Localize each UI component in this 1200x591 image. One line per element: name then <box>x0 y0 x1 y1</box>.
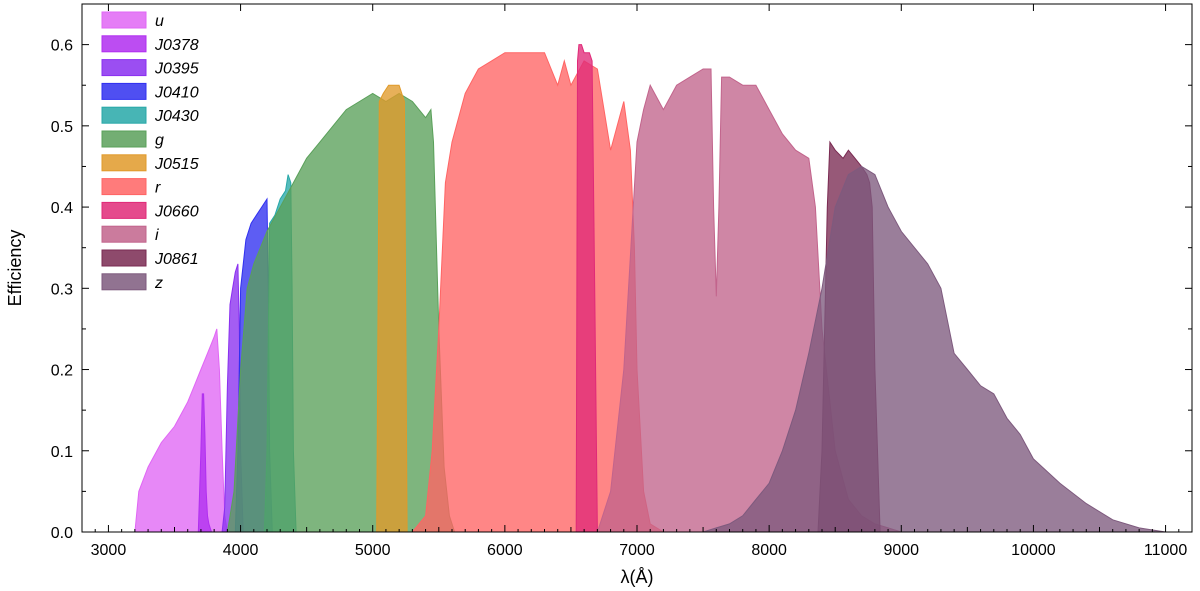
x-axis: 3000 4000 5000 6000 7000 8000 9000 10000 11000 <box>91 4 1187 559</box>
legend-label: i <box>155 227 159 244</box>
legend-swatch <box>101 273 147 291</box>
legend-swatch <box>101 106 147 124</box>
legend-item-j0430: J0430 <box>101 106 199 125</box>
legend-item-u: u <box>101 11 164 30</box>
legend-item-j0378: J0378 <box>101 35 199 54</box>
legend-item-r: r <box>101 178 161 197</box>
area-g <box>226 92 456 533</box>
y-tick-label: 0.5 <box>51 119 73 136</box>
legend-swatch <box>101 82 147 100</box>
legend-swatch <box>101 178 147 196</box>
legend-item-j0660: J0660 <box>101 201 199 220</box>
x-tick-label: 4000 <box>223 542 259 559</box>
legend-item-g: g <box>101 130 164 149</box>
legend-swatch <box>101 201 147 219</box>
x-tick-label: 8000 <box>751 542 787 559</box>
area-z <box>702 165 1166 533</box>
legend-swatch <box>101 35 147 53</box>
legend-label: u <box>155 13 164 30</box>
legend-label: J0515 <box>154 156 199 173</box>
filter-curves <box>134 44 1166 533</box>
y-tick-label: 0.6 <box>51 38 73 55</box>
legend-label: z <box>154 275 163 292</box>
x-tick-label: 9000 <box>883 542 919 559</box>
y-axis-label: Efficiency <box>5 230 25 307</box>
legend-item-j0515: J0515 <box>101 154 199 173</box>
legend-swatch <box>101 154 147 172</box>
legend-label: r <box>155 180 161 197</box>
legend-item-j0861: J0861 <box>101 249 199 268</box>
legend: u J0378 J0395 J0410 J0430 g J0515 r J0660 i J0861 z <box>101 11 199 292</box>
legend-label: g <box>155 132 164 149</box>
x-tick-label: 10000 <box>1011 542 1056 559</box>
x-tick-label: 3000 <box>91 542 127 559</box>
legend-item-j0410: J0410 <box>101 82 199 101</box>
legend-label: J0660 <box>154 203 199 220</box>
legend-item-j0395: J0395 <box>101 59 199 78</box>
y-tick-label: 0.1 <box>51 444 73 461</box>
legend-label: J0430 <box>154 108 199 125</box>
legend-item-i: i <box>101 225 159 244</box>
x-tick-label: 11000 <box>1144 542 1187 559</box>
legend-label: J0378 <box>154 37 199 54</box>
legend-swatch <box>101 249 147 267</box>
y-tick-label: 0.3 <box>51 281 73 298</box>
legend-swatch <box>101 11 147 29</box>
x-tick-label: 7000 <box>619 542 655 559</box>
legend-label: J0395 <box>154 61 199 78</box>
area-j0515 <box>376 84 408 533</box>
area-j0660 <box>575 44 598 533</box>
legend-item-z: z <box>101 273 163 292</box>
y-axis: 0.0 0.1 0.2 0.3 0.4 0.5 0.6 <box>51 3 1192 542</box>
y-tick-label: 0.0 <box>51 525 73 542</box>
legend-label: J0861 <box>154 251 199 268</box>
legend-label: J0410 <box>154 84 199 101</box>
x-tick-label: 5000 <box>355 542 391 559</box>
area-u <box>134 328 228 533</box>
x-tick-label: 6000 <box>487 542 523 559</box>
y-tick-label: 0.4 <box>51 200 73 217</box>
legend-swatch <box>101 130 147 148</box>
y-tick-label: 0.2 <box>51 363 73 380</box>
legend-swatch <box>101 59 147 77</box>
legend-swatch <box>101 225 147 243</box>
x-axis-label: λ(Å) <box>621 567 654 587</box>
